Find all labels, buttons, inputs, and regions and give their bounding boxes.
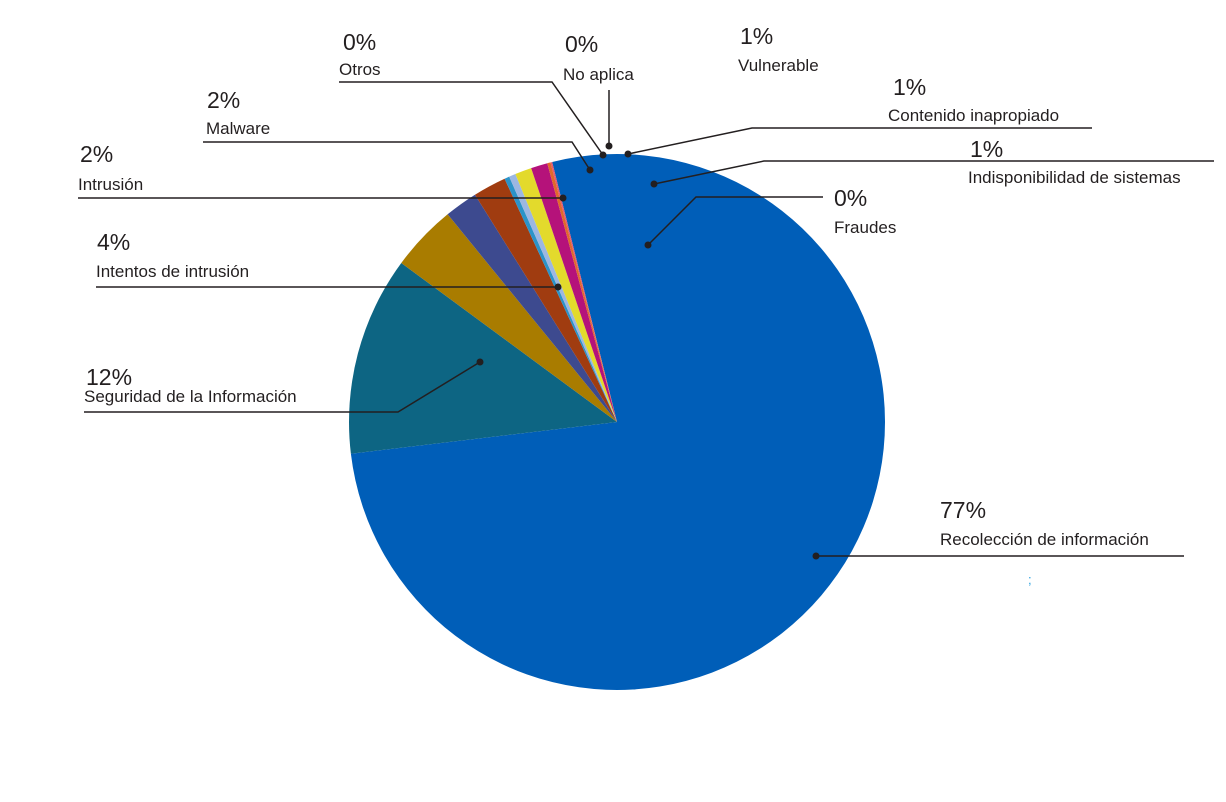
data-label-percent-vulnerable: 1% (740, 23, 773, 49)
pie-slice-intentos-de-intrusion (401, 214, 617, 422)
pie-slice-intrusion (447, 194, 617, 422)
data-label-percent-no-aplica: 0% (565, 31, 598, 57)
leader-lines (78, 81, 1214, 560)
leader-dot-recoleccion-de-informacion (812, 552, 820, 560)
data-label-name-vulnerable: Vulnerable (738, 56, 819, 75)
leader-dot-intrusion (559, 194, 567, 202)
data-label-percent-intrusion: 2% (80, 141, 113, 167)
data-label-name-indisponibilidad-de-sistemas: Indisponibilidad de sistemas (968, 168, 1181, 187)
data-label-percent-indisponibilidad-de-sistemas: 1% (970, 136, 1003, 162)
data-label-name-no-aplica: No aplica (563, 65, 634, 84)
stray-mark: ; (1028, 572, 1032, 587)
data-label-name-contenido-inapropiado: Contenido inapropiado (888, 106, 1059, 125)
leader-line-contenido-inapropiado (627, 127, 1092, 155)
data-label-percent-fraudes: 0% (834, 185, 867, 211)
data-label-name-malware: Malware (206, 119, 270, 138)
data-label-name-intrusion: Intrusión (78, 175, 143, 194)
leader-dot-no-aplica (605, 142, 613, 150)
data-label-percent-contenido-inapropiado: 1% (893, 74, 926, 100)
data-label-percent-intentos-de-intrusion: 4% (97, 229, 130, 255)
data-label-name-otros: Otros (339, 60, 381, 79)
leader-dot-malware (586, 166, 594, 174)
data-label-name-recoleccion-de-informacion: Recolección de información (940, 530, 1149, 549)
slice-labels: 77% Recolección de información 12%Segurida… (78, 23, 1181, 549)
pie-slice-malware (474, 178, 617, 422)
leader-dot-indisponibilidad-de-sistemas (650, 180, 658, 188)
leader-line-seguridad-de-la-informacion (84, 361, 481, 413)
leader-dot-seguridad-de-la-informacion (476, 358, 484, 366)
data-label-percent-malware: 2% (207, 87, 240, 113)
leader-line-fraudes (647, 196, 823, 246)
leader-dot-otros (599, 151, 607, 159)
data-label-name-intentos-de-intrusion: Intentos de intrusión (96, 262, 249, 281)
pie-slice-indisponibilidad-de-sistemas (547, 162, 617, 422)
data-label-percent-otros: 0% (343, 29, 376, 55)
pie-slices (349, 153, 886, 690)
pie-slice-vulnerable (515, 168, 617, 422)
pie-slice-no-aplica (509, 174, 617, 422)
leader-line-otros (339, 81, 604, 156)
leader-dot-fraudes (644, 241, 652, 249)
pie-slice-otros (504, 176, 617, 422)
leader-line-malware (203, 141, 591, 171)
pie-slice-recoleccion-de-informacion (350, 153, 886, 690)
leader-line-indisponibilidad-de-sistemas (653, 160, 1214, 185)
data-label-name-seguridad-de-la-informacion: Seguridad de la Información (84, 387, 297, 406)
leader-dot-contenido-inapropiado (624, 150, 632, 158)
pie-slice-contenido-inapropiado (531, 163, 617, 423)
data-label-name-fraudes: Fraudes (834, 218, 896, 237)
leader-dot-intentos-de-intrusion (554, 283, 562, 291)
data-label-percent-recoleccion-de-informacion: 77% (940, 497, 986, 523)
data-label-percent-seguridad-de-la-informacion: 12% (86, 364, 132, 390)
pie-slice-seguridad-de-la-informacion (349, 262, 617, 454)
pie-slice-fraudes (550, 161, 617, 422)
